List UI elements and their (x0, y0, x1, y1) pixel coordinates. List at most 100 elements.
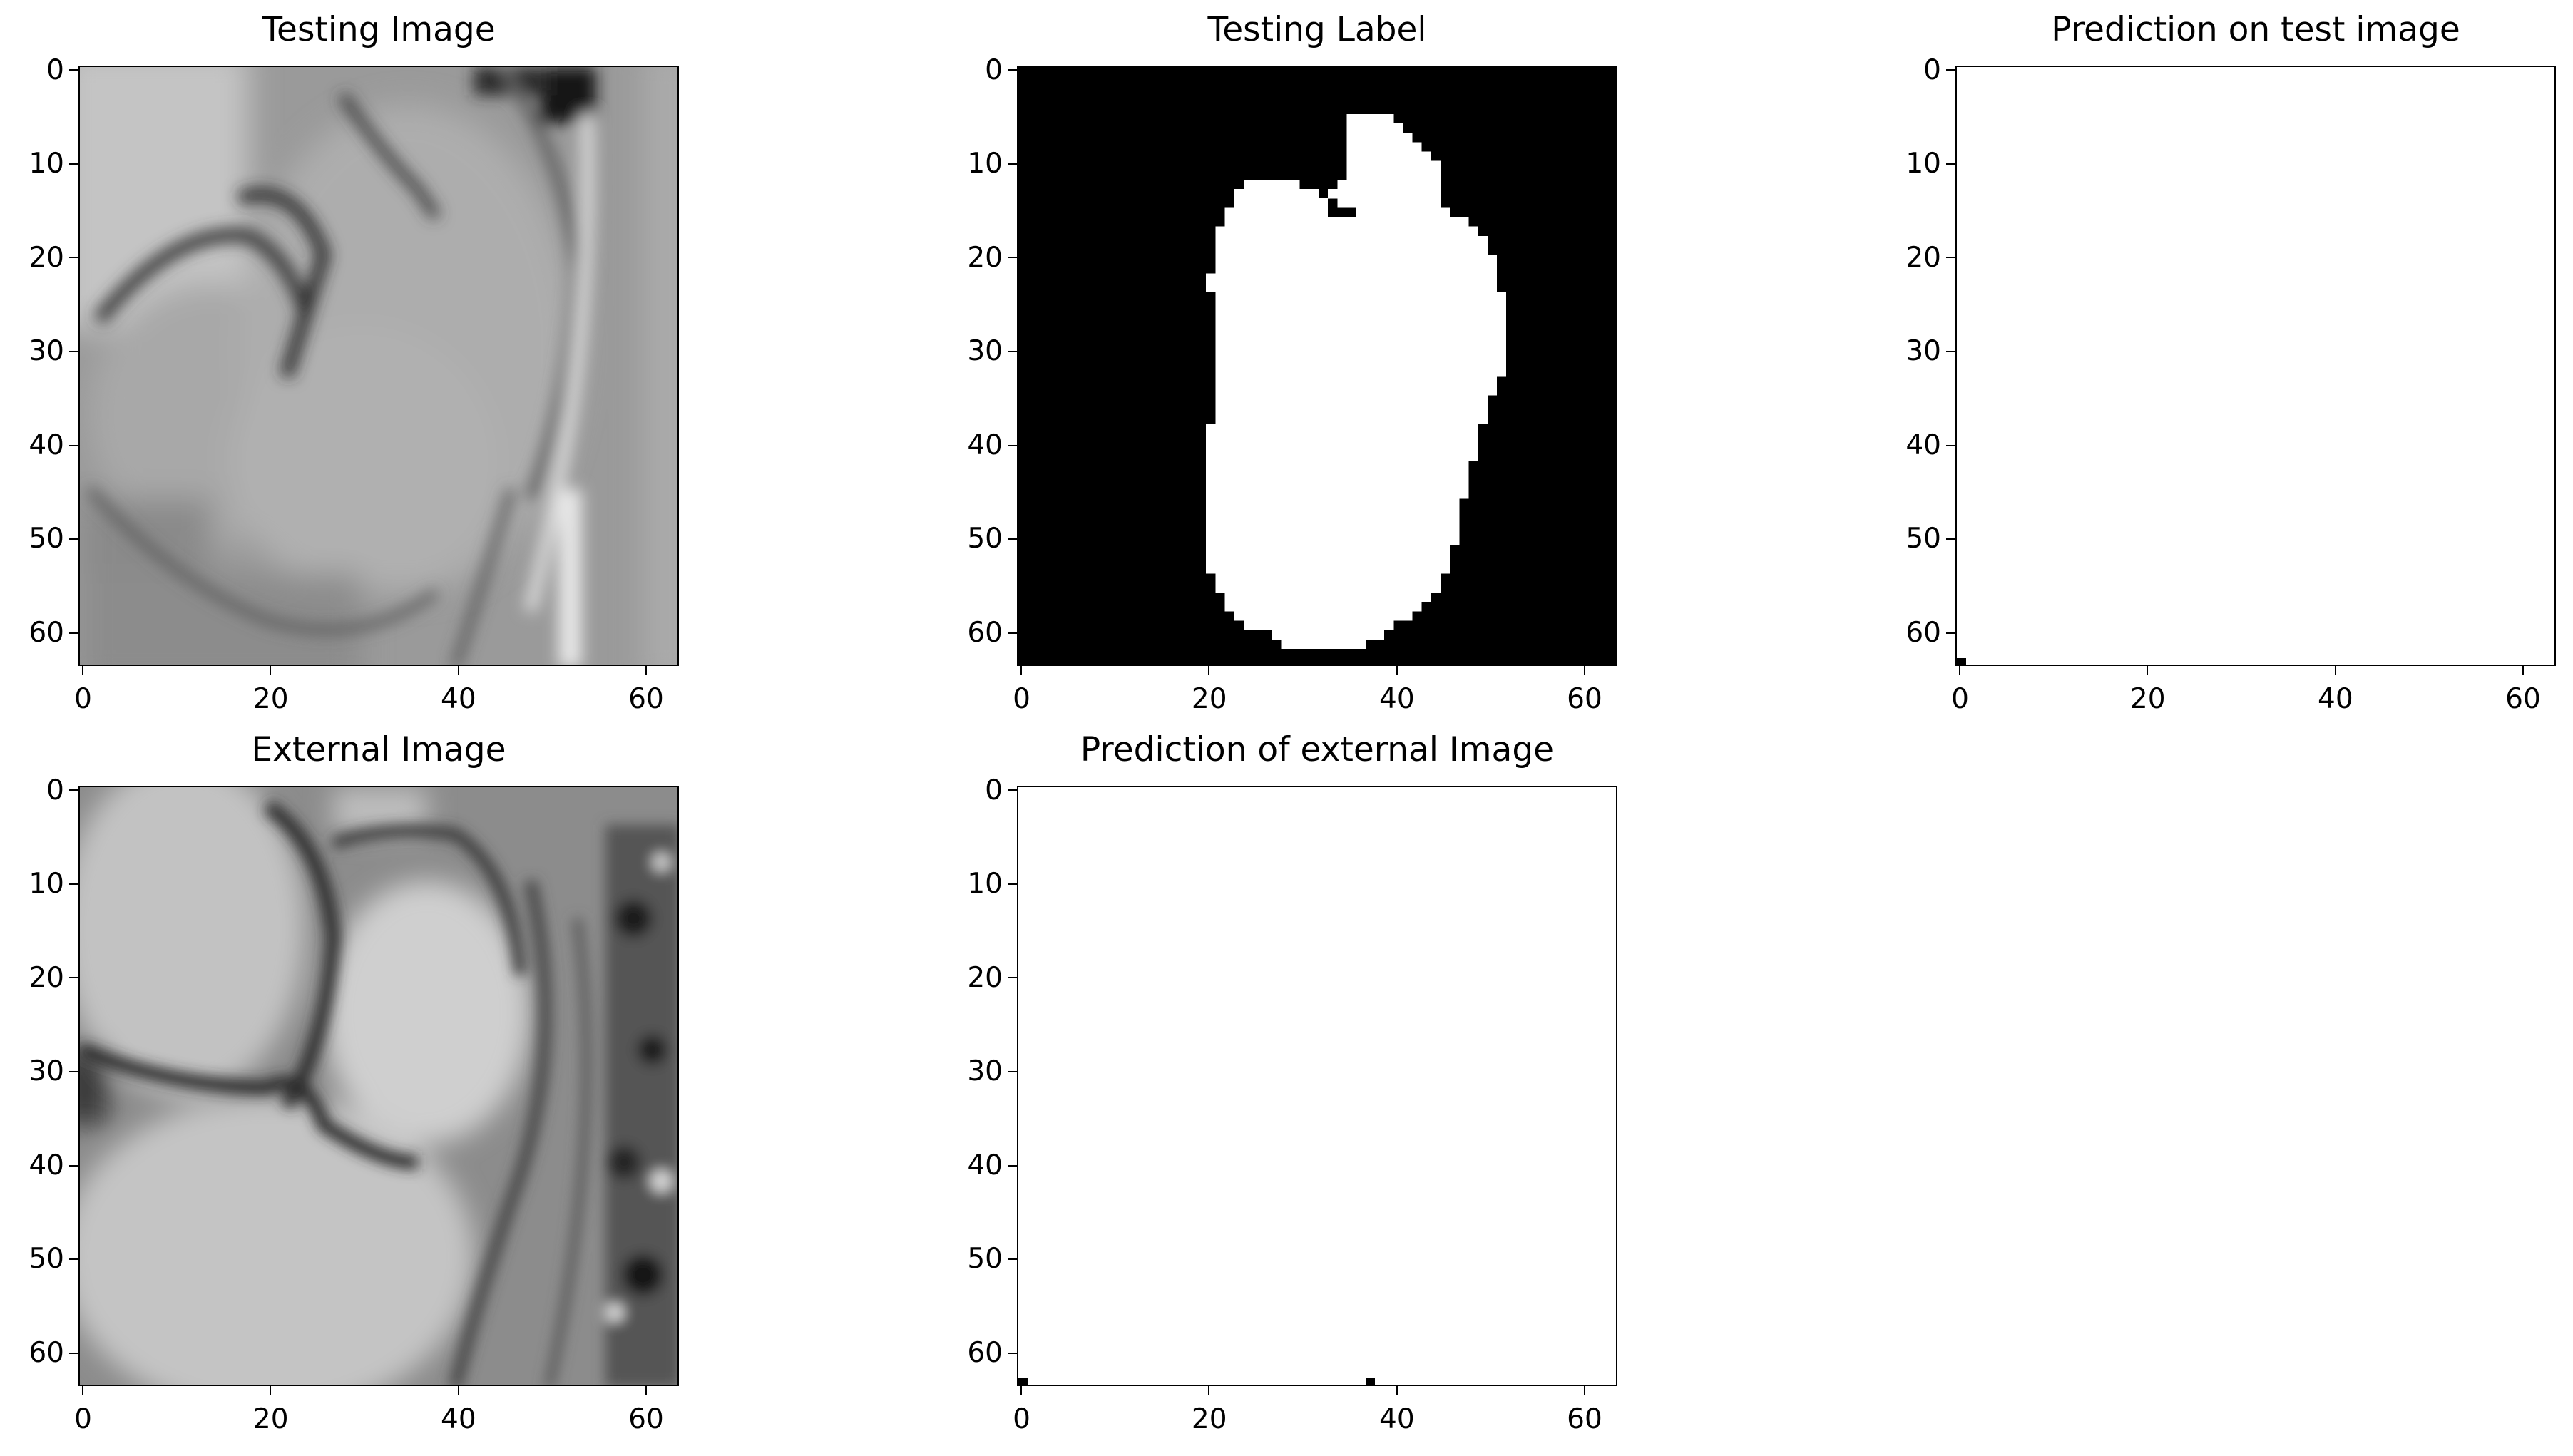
y-tick (69, 789, 78, 791)
y-tick (1946, 69, 1955, 71)
y-tick (1008, 789, 1017, 791)
x-tick-label: 60 (628, 683, 664, 715)
mask-row (1206, 545, 1451, 555)
y-tick-label: 20 (967, 241, 1003, 274)
image-area (78, 786, 679, 1386)
mask-row (1281, 639, 1366, 649)
mask-row (1206, 508, 1460, 518)
x-tick (645, 666, 647, 675)
mask-row (1206, 470, 1469, 481)
mask-row (1215, 292, 1507, 302)
testing-label-mask (1018, 67, 1616, 665)
y-tick-label: 40 (29, 429, 64, 461)
mask-row (1206, 433, 1478, 443)
predicted-pixel (1018, 1378, 1028, 1385)
mask-row (1206, 564, 1451, 574)
mask-row (1215, 245, 1488, 255)
mask-row (1346, 133, 1413, 143)
x-tick (1208, 1386, 1210, 1395)
prediction-test-mask (1957, 67, 2554, 665)
y-tick-label: 40 (29, 1149, 64, 1181)
y-tick (1008, 538, 1017, 540)
y-tick (69, 977, 78, 979)
mask-row (1206, 555, 1451, 565)
panel-title: External Image (251, 730, 506, 769)
mask-row (1328, 189, 1441, 199)
panel-testing-image: Testing Image (29, 10, 679, 715)
mask-row (1206, 479, 1469, 490)
y-tick-label: 10 (967, 148, 1003, 180)
predicted-pixel (1365, 1378, 1375, 1385)
y-tick (69, 351, 78, 353)
mask-row (1215, 264, 1497, 274)
y-tick (69, 538, 78, 540)
y-tick-label: 60 (967, 616, 1003, 649)
image-area (78, 66, 679, 666)
mask-row (1243, 179, 1300, 190)
panel-prediction-test: Prediction on test image 0 20 40 60 0 10 20 30 4… (1906, 10, 2556, 715)
x-tick (82, 1386, 84, 1395)
mask-row (1206, 423, 1478, 434)
mask-row (1337, 179, 1441, 190)
x-tick (2334, 666, 2336, 675)
y-tick-label: 0 (1923, 53, 1941, 86)
x-tick-label: 40 (2318, 683, 2353, 715)
x-tick (2522, 666, 2524, 675)
y-tick-label: 40 (967, 429, 1003, 461)
x-tick-label: 40 (1379, 1403, 1415, 1435)
x-tick (270, 1386, 272, 1395)
mask-row (1215, 235, 1488, 246)
y-tick-label: 30 (967, 1055, 1003, 1088)
mask-row (1224, 207, 1329, 217)
x-tick-label: 20 (1191, 683, 1227, 715)
y-tick-label: 10 (29, 868, 64, 901)
mask-row (1215, 357, 1507, 368)
mask-row (1206, 442, 1478, 452)
y-tick-label: 0 (46, 774, 64, 806)
y-tick-label: 40 (1906, 429, 1941, 461)
x-tick (1959, 666, 1961, 675)
mask-row (1206, 489, 1469, 499)
y-tick-label: 30 (29, 1055, 64, 1088)
y-tick (1008, 69, 1017, 71)
x-tick (1583, 1386, 1585, 1395)
mask-row (1206, 282, 1497, 293)
x-tick (645, 1386, 647, 1395)
mask-row (1215, 414, 1488, 424)
mask-row (1215, 311, 1507, 321)
mask-row (1224, 217, 1469, 227)
y-tick (69, 1071, 78, 1073)
panel-testing-label: Testing Label 0 20 40 60 0 10 20 30 40 50 60 (967, 10, 1617, 715)
x-tick (1208, 666, 1210, 675)
x-tick (457, 1386, 459, 1395)
y-tick (1008, 883, 1017, 885)
mask-row (1215, 573, 1441, 583)
x-tick (82, 666, 84, 675)
x-tick (2147, 666, 2149, 675)
x-tick (1396, 666, 1398, 675)
mask-row (1243, 620, 1394, 630)
mask-row (1215, 226, 1478, 237)
mask-row (1206, 535, 1460, 546)
mask-row (1356, 207, 1451, 217)
mask-row (1206, 517, 1460, 527)
y-tick (1946, 163, 1955, 165)
x-tick-label: 0 (1013, 1403, 1030, 1435)
mask-row (1206, 461, 1469, 471)
y-tick (69, 257, 78, 259)
y-tick-label: 40 (967, 1149, 1003, 1181)
y-tick (69, 444, 78, 446)
x-tick (1020, 666, 1023, 675)
y-tick (69, 632, 78, 634)
x-tick-label: 0 (74, 1403, 92, 1435)
y-tick-label: 20 (1906, 241, 1941, 274)
x-tick-label: 40 (441, 683, 476, 715)
panel-external-image: External Image (29, 730, 679, 1435)
mask-row (1346, 113, 1394, 124)
mask-row (1215, 339, 1507, 349)
mask-row (1234, 198, 1329, 208)
mask-row (1215, 386, 1497, 396)
y-tick (1946, 538, 1955, 540)
mask-row (1234, 611, 1413, 621)
x-tick-label: 20 (1191, 1403, 1227, 1435)
